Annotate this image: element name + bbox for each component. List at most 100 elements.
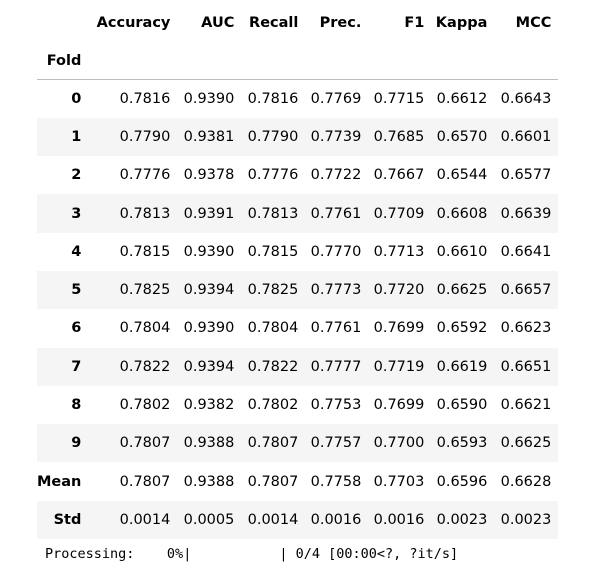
- cell-precision: 0.7757: [310, 435, 362, 452]
- cell-precision: 0.7777: [310, 358, 362, 375]
- cell-mcc: 0.6641: [500, 243, 552, 260]
- cell-accuracy: 0.7807: [119, 473, 171, 490]
- row-label: 1: [71, 128, 82, 145]
- cell-mcc: 0.6657: [500, 282, 552, 299]
- cell-precision: 0.7761: [310, 205, 362, 222]
- cell-precision: 0.7739: [310, 128, 362, 145]
- row-label: 0: [71, 90, 82, 107]
- cell-accuracy: 0.0014: [119, 511, 171, 528]
- cell-precision: 0.7758: [310, 473, 362, 490]
- cell-precision: 0.7722: [310, 167, 362, 184]
- cell-accuracy: 0.7790: [119, 128, 171, 145]
- column-header-precision: Prec.: [319, 15, 362, 31]
- cell-auc: 0.9390: [183, 90, 235, 107]
- cell-recall: 0.7813: [247, 205, 299, 222]
- cell-auc: 0.9390: [183, 243, 235, 260]
- progress-label: Processing:: [45, 546, 135, 562]
- cell-kappa: 0.0023: [436, 511, 488, 528]
- cell-recall: 0.7776: [247, 167, 299, 184]
- cell-accuracy: 0.7804: [119, 320, 171, 337]
- row-label: Std: [53, 511, 82, 528]
- cell-recall: 0.7815: [247, 243, 299, 260]
- row-label: 6: [71, 320, 82, 337]
- column-header-kappa: Kappa: [435, 15, 488, 31]
- corner-cell: [37, 4, 89, 42]
- cell-auc: 0.0005: [183, 511, 235, 528]
- index-name-fold: Fold: [37, 42, 90, 80]
- cell-kappa: 0.6590: [436, 397, 488, 414]
- cell-mcc: 0.6639: [500, 205, 552, 222]
- row-label: 7: [71, 358, 82, 375]
- cell-recall: 0.7816: [247, 90, 299, 107]
- cell-mcc: 0.6601: [500, 128, 552, 145]
- cell-recall: 0.7804: [247, 320, 299, 337]
- cell-f1: 0.7667: [373, 167, 425, 184]
- cell-kappa: 0.6619: [436, 358, 488, 375]
- cell-f1: 0.0016: [373, 511, 425, 528]
- cell-precision: 0.7773: [310, 282, 362, 299]
- cell-recall: 0.7822: [247, 358, 299, 375]
- cell-accuracy: 0.7807: [119, 435, 171, 452]
- column-header-mcc: MCC: [515, 15, 552, 31]
- cell-f1: 0.7685: [373, 128, 425, 145]
- table-row: 5 0.7825 0.9394 0.7825 0.7773 0.7720 0.6625 0.6…: [37, 270, 559, 310]
- cell-mcc: 0.6628: [500, 473, 552, 490]
- progress-percent: 0%: [166, 546, 184, 562]
- cell-kappa: 0.6612: [436, 90, 488, 107]
- cell-mcc: 0.6651: [500, 358, 552, 375]
- progress-status: 0/4 [00:00<?, ?it/s]: [295, 546, 459, 562]
- cell-auc: 0.9391: [183, 205, 235, 222]
- cell-auc: 0.9378: [183, 167, 235, 184]
- table-row: 1 0.7790 0.9381 0.7790 0.7739 0.7685 0.6570 0.6…: [37, 117, 559, 157]
- cell-kappa: 0.6596: [436, 473, 488, 490]
- table-row: Std 0.0014 0.0005 0.0014 0.0016 0.0016 0.0023 0…: [37, 500, 559, 540]
- progress-output: Processing: 0%| | 0/4 [00:00<?, ?it/s]: [45, 546, 458, 562]
- table-row: 2 0.7776 0.9378 0.7776 0.7722 0.7667 0.6544 0.6…: [37, 156, 558, 194]
- cell-mcc: 0.6577: [500, 167, 552, 184]
- column-header-recall: Recall: [249, 15, 299, 31]
- cell-auc: 0.9382: [183, 397, 235, 414]
- table-row: 7 0.7822 0.9394 0.7822 0.7777 0.7719 0.6619 0.6…: [37, 347, 559, 386]
- column-header-f1: F1: [404, 15, 425, 31]
- cell-f1: 0.7699: [373, 397, 425, 414]
- cell-kappa: 0.6608: [436, 205, 488, 222]
- table-row: 6 0.7804 0.9390 0.7804 0.7761 0.7699 0.6592 0.6…: [37, 309, 558, 347]
- cell-precision: 0.7761: [310, 320, 362, 337]
- cell-precision: 0.7769: [310, 90, 362, 107]
- row-label: 3: [71, 205, 82, 222]
- index-header-row: Fold: [37, 42, 559, 80]
- progress-bar-right-edge: |: [279, 546, 288, 562]
- cell-kappa: 0.6610: [436, 243, 488, 260]
- cell-auc: 0.9388: [183, 435, 235, 452]
- cell-auc: 0.9394: [183, 282, 235, 299]
- cell-accuracy: 0.7776: [119, 167, 171, 184]
- cell-recall: 0.7790: [247, 128, 299, 145]
- row-label: 8: [71, 397, 82, 414]
- cell-f1: 0.7713: [373, 243, 425, 260]
- cell-auc: 0.9381: [183, 128, 235, 145]
- cell-mcc: 0.6621: [500, 397, 552, 414]
- cv-results-table: Accuracy AUC Recall Prec. F1 Kappa MCC F…: [37, 4, 559, 540]
- table-row: Mean 0.7807 0.9388 0.7807 0.7758 0.7703 0.6596…: [37, 462, 558, 500]
- table-row: 0 0.7816 0.9390 0.7816 0.7769 0.7715 0.6612 0.6…: [37, 80, 558, 118]
- table-row: 4 0.7815 0.9390 0.7815 0.7770 0.7713 0.6610 0.6…: [37, 233, 558, 271]
- cell-kappa: 0.6593: [436, 435, 488, 452]
- table-row: 9 0.7807 0.9388 0.7807 0.7757 0.7700 0.6593 0.6…: [37, 424, 559, 463]
- cell-f1: 0.7709: [373, 205, 425, 222]
- cell-auc: 0.9394: [183, 358, 235, 375]
- cell-precision: 0.0016: [310, 511, 362, 528]
- progress-bar-left-edge: |: [183, 546, 192, 562]
- row-label: 5: [71, 282, 82, 299]
- cell-kappa: 0.6570: [436, 128, 488, 145]
- cell-accuracy: 0.7802: [119, 397, 171, 414]
- cell-f1: 0.7715: [373, 90, 425, 107]
- table-row: 8 0.7802 0.9382 0.7802 0.7753 0.7699 0.6590 0.6…: [37, 386, 558, 424]
- cell-auc: 0.9388: [183, 473, 235, 490]
- cell-precision: 0.7770: [310, 243, 362, 260]
- cell-auc: 0.9390: [183, 320, 235, 337]
- cell-f1: 0.7700: [373, 435, 425, 452]
- cell-precision: 0.7753: [310, 397, 362, 414]
- table-row: 3 0.7813 0.9391 0.7813 0.7761 0.7709 0.6608 0.6…: [37, 194, 559, 233]
- cell-mcc: 0.6625: [500, 435, 552, 452]
- cell-kappa: 0.6544: [436, 167, 488, 184]
